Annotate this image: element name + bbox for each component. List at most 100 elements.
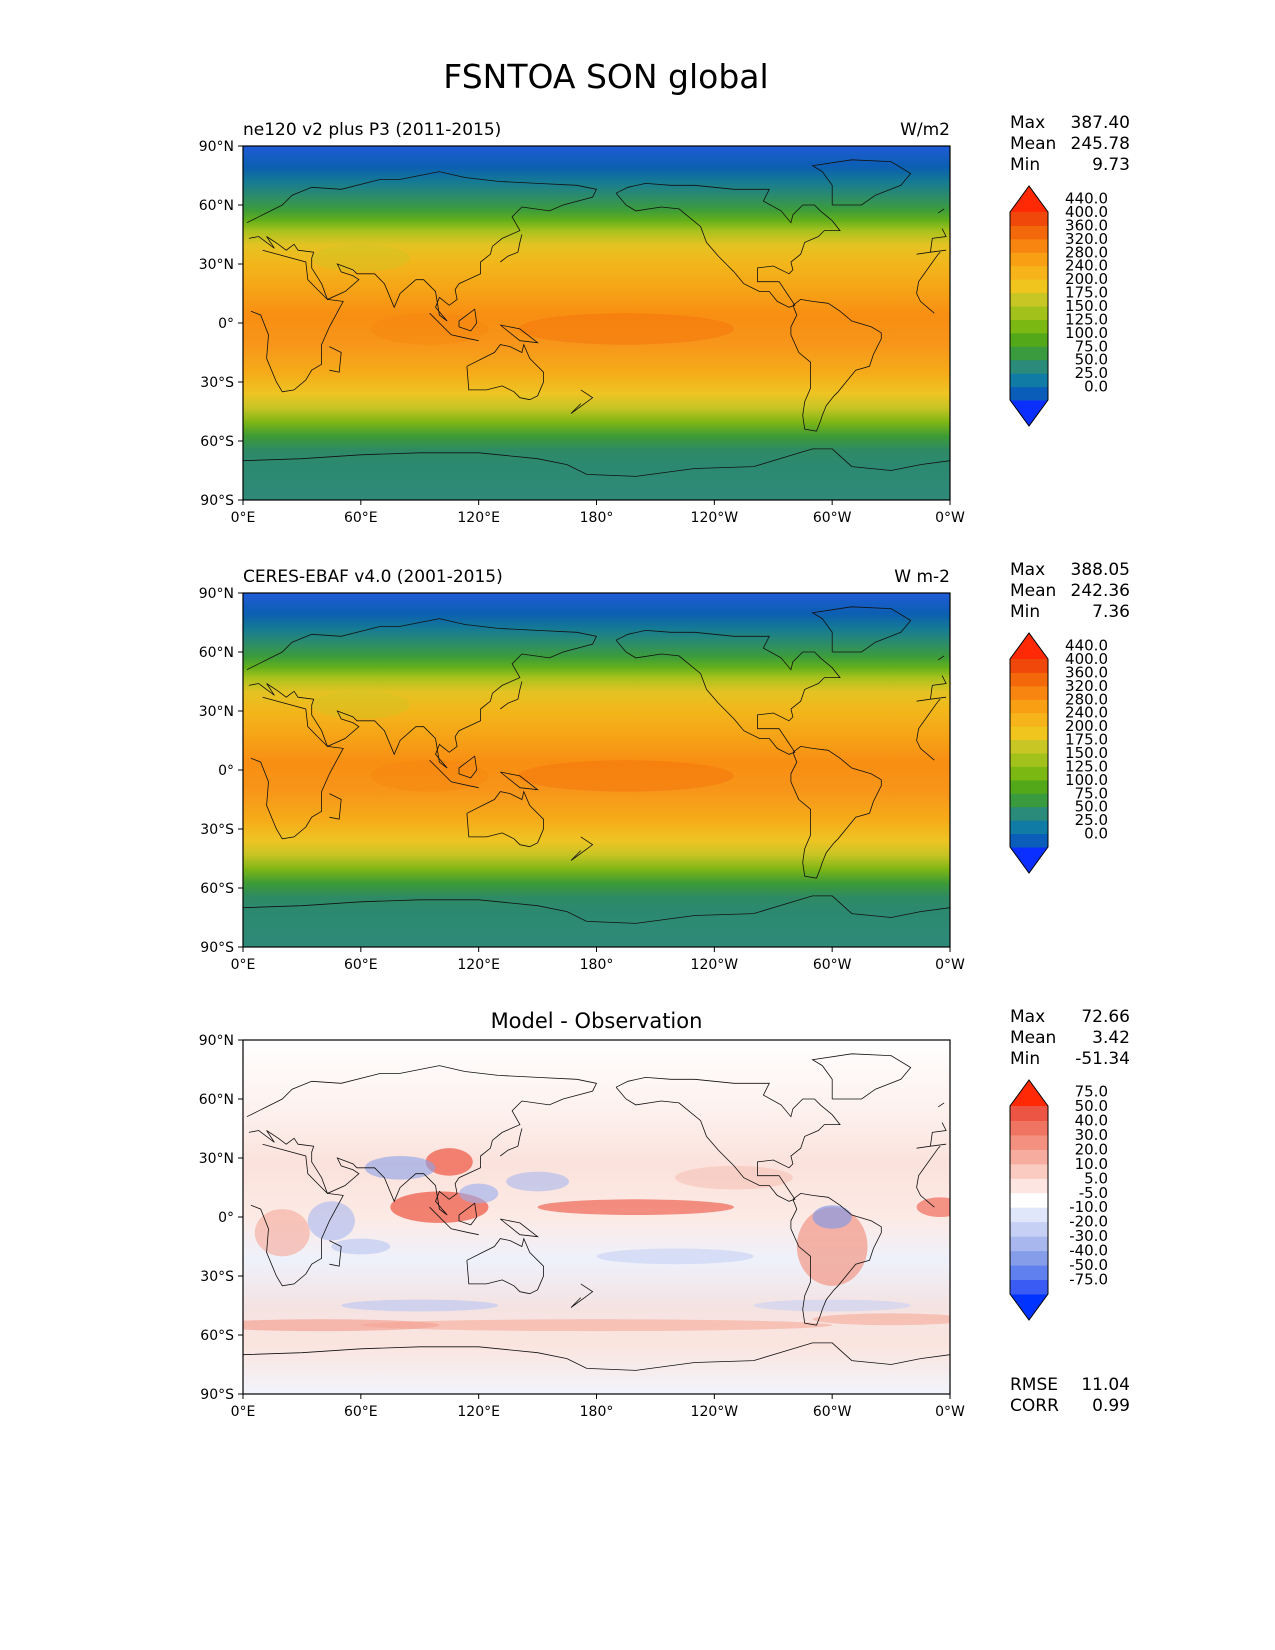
colorbar-segment <box>1010 346 1048 361</box>
colorbar-tick-label: -10.0 <box>1069 1198 1108 1216</box>
panel-units: W/m2 <box>900 120 950 140</box>
colorbar-segment <box>1010 1106 1048 1121</box>
colorbar-tick-label: 5.0 <box>1084 1169 1108 1187</box>
colorbar-segment <box>1010 265 1048 280</box>
colorbar-segment <box>1010 1134 1048 1150</box>
colorbar-segment <box>1010 319 1048 334</box>
colorbar-tick-label: 0.0 <box>1084 378 1108 396</box>
lon-tick-label: 180° <box>580 1404 614 1420</box>
colorbar-tick-label: 25.0 <box>1075 811 1108 829</box>
colorbar-tick-label: 50.0 <box>1075 351 1108 369</box>
panel-left-title: CERES-EBAF v4.0 (2001-2015) <box>243 567 503 587</box>
colorbar-tick-label: 125.0 <box>1065 310 1108 328</box>
lon-tick-label: 0°W <box>935 957 965 973</box>
lon-tick-label: 180° <box>580 510 614 526</box>
colorbar-segment <box>1010 699 1048 714</box>
lon-tick-label: 120°W <box>691 957 739 973</box>
colorbar-tick-label: 200.0 <box>1065 270 1108 288</box>
lon-tick-label: 0°E <box>231 510 256 526</box>
stat-value: 388.05 <box>1071 560 1130 580</box>
colorbar-tick-label: -50.0 <box>1069 1256 1108 1274</box>
lat-tick-label: 30°S <box>200 375 234 391</box>
colorbar-tick-label: 320.0 <box>1065 677 1108 695</box>
lon-tick-label: 0°W <box>935 1404 965 1420</box>
colorbar-tick-label: 75.0 <box>1075 337 1108 355</box>
stat-value: 9.73 <box>1092 155 1130 175</box>
colorbar-segment <box>1010 279 1048 294</box>
stat-value: -51.34 <box>1075 1049 1130 1069</box>
lat-tick-label: 60°N <box>199 198 234 214</box>
lat-tick-label: 60°S <box>200 434 234 450</box>
lat-tick-label: 60°S <box>200 1328 234 1344</box>
colorbar-segment <box>1010 386 1048 401</box>
colorbar-segment <box>1010 1265 1048 1281</box>
stat-label: Min <box>1010 155 1040 175</box>
colorbar-tick-label: -5.0 <box>1079 1184 1108 1202</box>
lat-tick-label: 30°N <box>199 704 234 720</box>
panel-side-3: Max 72.66 Mean 3.42 Min -51.34 RMSE 11.04 CORR 0.… <box>1009 1007 1130 1416</box>
colorbar-segment <box>1010 779 1048 794</box>
lat-tick-label: 60°N <box>199 1092 234 1108</box>
map-1: 90°N 60°N 30°N 0° 30°S 60°S 90°S0°E 60°E 120°E 18… <box>199 120 965 526</box>
colorbar-tick-label: 320.0 <box>1065 230 1108 248</box>
lon-tick-label: 180° <box>580 957 614 973</box>
extra-stat-label: RMSE <box>1010 1375 1058 1395</box>
lon-tick-label: 60°E <box>344 1404 378 1420</box>
colorbar-tick-label: -20.0 <box>1069 1213 1108 1231</box>
colorbar-tick-label: 280.0 <box>1065 690 1108 708</box>
panel-3: 90°N 60°N 30°N 0° 30°S 60°S 90°S0°E 60°E 120°E 18… <box>199 1007 1130 1420</box>
lat-tick-label: 60°S <box>200 881 234 897</box>
colorbar-tick-label: 100.0 <box>1065 324 1108 342</box>
colorbar-tick-label: 20.0 <box>1075 1140 1108 1158</box>
lon-tick-label: 120°E <box>457 510 500 526</box>
colorbar-tick-label: 40.0 <box>1075 1111 1108 1129</box>
lon-tick-label: 60°W <box>813 510 852 526</box>
colorbar-segment <box>1010 659 1048 673</box>
stat-label: Max <box>1010 113 1045 133</box>
colorbar-segment <box>1010 806 1048 821</box>
stat-label: Max <box>1010 1007 1045 1027</box>
colorbar-tick-label: 400.0 <box>1065 203 1108 221</box>
map-2: 90°N 60°N 30°N 0° 30°S 60°S 90°S0°E 60°E 120°E 18… <box>199 567 965 973</box>
panel-side-1: Max 387.40 Mean 245.78 Min 9.73 0.025.050.075.… <box>1009 113 1130 427</box>
colorbar-segment <box>1010 1279 1048 1295</box>
lat-tick-label: 90°N <box>199 1033 234 1049</box>
colorbar-segment <box>1010 252 1048 267</box>
stat-label: Mean <box>1010 134 1056 154</box>
colorbar-segment <box>1010 672 1048 687</box>
colorbar-segment <box>1010 238 1048 253</box>
panel-center-title: Model - Observation <box>491 1009 703 1033</box>
colorbar-segment <box>1010 726 1048 741</box>
colorbar-segment <box>1010 793 1048 808</box>
panel-side-2: Max 388.05 Mean 242.36 Min 7.36 0.025.050.075.… <box>1009 560 1130 874</box>
panel-left-title: ne120 v2 plus P3 (2011-2015) <box>243 120 501 140</box>
stat-value: 242.36 <box>1071 581 1130 601</box>
lat-tick-label: 30°N <box>199 1151 234 1167</box>
lat-tick-label: 90°S <box>200 940 234 956</box>
colorbar-segment <box>1010 820 1048 835</box>
colorbar-segment <box>1010 1250 1048 1266</box>
colorbar-segment <box>1010 833 1048 848</box>
stat-label: Min <box>1010 602 1040 622</box>
colorbar-tick-label: 360.0 <box>1065 663 1108 681</box>
stat-label: Min <box>1010 1049 1040 1069</box>
colorbar-tick-label: 150.0 <box>1065 297 1108 315</box>
lat-tick-label: 30°S <box>200 822 234 838</box>
lat-tick-label: 90°S <box>200 1387 234 1403</box>
colorbar-tick-label: 200.0 <box>1065 717 1108 735</box>
stat-value: 387.40 <box>1071 113 1130 133</box>
colorbar-tick-label: 10.0 <box>1075 1155 1108 1173</box>
colorbar-segment <box>1010 212 1048 226</box>
stat-value: 72.66 <box>1081 1007 1130 1027</box>
colorbar-tick-label: 25.0 <box>1075 364 1108 382</box>
colorbar-tick-label: -40.0 <box>1069 1242 1108 1260</box>
colorbar-tick-label: 400.0 <box>1065 650 1108 668</box>
colorbar-extend-bottom <box>1010 847 1048 873</box>
colorbar-segment <box>1010 753 1048 767</box>
lat-tick-label: 90°N <box>199 586 234 602</box>
colorbar-segment <box>1010 1192 1048 1208</box>
stat-value: 7.36 <box>1092 602 1130 622</box>
stat-label: Max <box>1010 560 1045 580</box>
colorbar-segment <box>1010 1163 1048 1179</box>
colorbar-segment <box>1010 712 1048 727</box>
